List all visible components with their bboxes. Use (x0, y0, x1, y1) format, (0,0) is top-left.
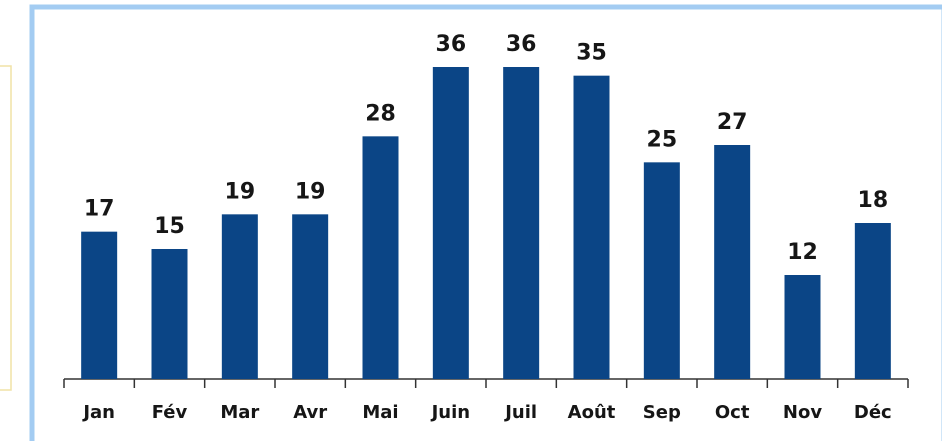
data-label: 12 (787, 240, 818, 265)
x-tick-label: Fév (152, 402, 188, 423)
data-label: 19 (295, 179, 326, 204)
data-label: 36 (436, 32, 467, 57)
x-tick-label: Jan (81, 402, 115, 423)
x-tick-label: Août (568, 402, 616, 423)
bar (292, 214, 329, 379)
x-tick-label: Juin (430, 402, 471, 423)
bar (643, 162, 680, 379)
bar (503, 67, 540, 379)
data-label: 27 (717, 110, 748, 135)
bar (362, 136, 399, 379)
data-label: 15 (154, 214, 185, 239)
side-panel (0, 65, 12, 391)
bar (221, 214, 258, 379)
data-label: 19 (225, 179, 256, 204)
x-tick-label: Nov (783, 402, 822, 423)
data-label: 28 (365, 101, 396, 126)
bar (854, 223, 891, 379)
bar (784, 275, 821, 379)
x-tick-label: Oct (715, 402, 750, 423)
bar (432, 67, 469, 379)
data-label: 17 (84, 197, 115, 222)
x-tick-label: Mar (220, 402, 259, 423)
bar (573, 75, 610, 380)
bar (151, 249, 188, 379)
data-label: 36 (506, 32, 537, 57)
x-tick-label: Mai (362, 402, 398, 423)
x-tick-label: Déc (854, 402, 892, 423)
data-label: 35 (576, 41, 607, 66)
bar (81, 231, 118, 379)
chart-frame (29, 4, 942, 441)
x-tick-label: Avr (293, 402, 327, 423)
x-tick-label: Sep (643, 402, 681, 423)
data-label: 25 (647, 127, 678, 152)
bar (714, 145, 751, 379)
x-tick-label: Juil (503, 402, 537, 423)
data-label: 18 (858, 188, 889, 213)
